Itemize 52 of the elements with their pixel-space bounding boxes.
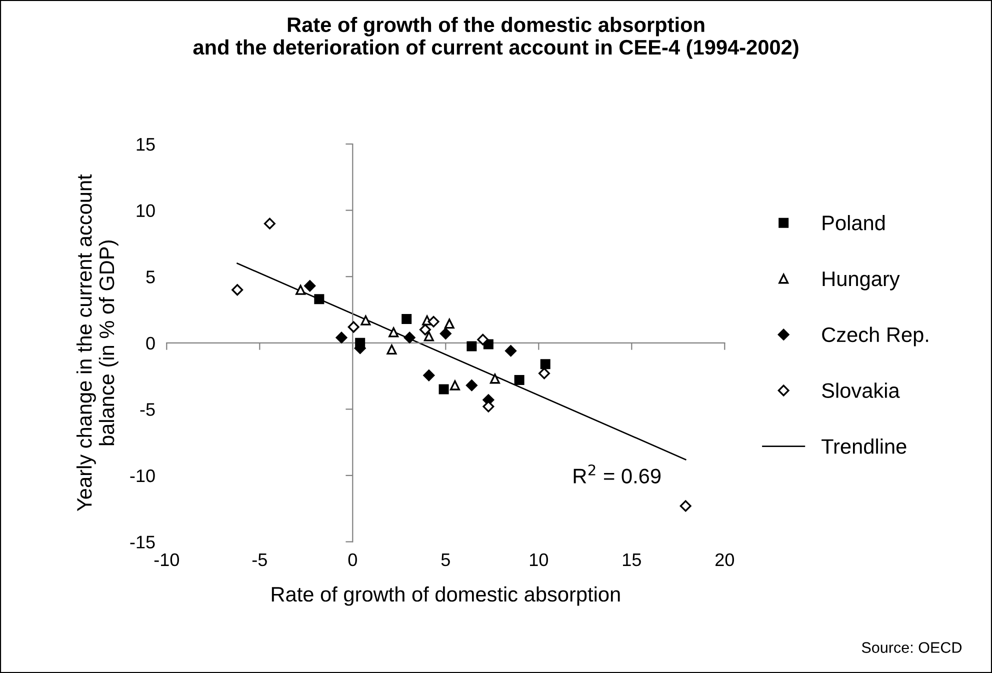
source-note: Source: OECD: [862, 642, 962, 653]
point: [440, 328, 452, 340]
point: [304, 280, 316, 292]
point: [438, 384, 449, 394]
x-tick-label: 20: [716, 553, 734, 566]
point: [505, 345, 516, 357]
point: [296, 284, 306, 295]
y-tick-label: -10: [130, 469, 155, 482]
point: [477, 334, 489, 346]
point: [264, 218, 276, 230]
x-tick-label: 0: [348, 553, 357, 566]
legend-label: Czech Rep.: [822, 326, 928, 346]
point: [386, 344, 397, 355]
legend-label: Trendline: [822, 438, 906, 454]
x-tick-label: 10: [530, 553, 548, 566]
point: [680, 500, 692, 512]
point: [466, 341, 477, 352]
annotation: R$^{2}$ = 0.69: [574, 464, 661, 484]
legend-label: Poland: [822, 215, 885, 230]
point: [424, 331, 434, 342]
point: [348, 321, 360, 333]
point: [388, 327, 399, 338]
point: [466, 380, 478, 392]
x-tick-label: 5: [441, 554, 450, 566]
y-tick-label: 15: [136, 138, 155, 151]
y-tick-label: -5: [140, 403, 155, 416]
y-tick-label: -15: [130, 536, 155, 548]
y-tick-label: 10: [136, 204, 155, 218]
point: [538, 368, 550, 380]
legend-label: Hungary: [822, 272, 900, 290]
point: [514, 375, 524, 386]
point: [402, 314, 412, 324]
point: [336, 332, 348, 344]
chart-title: Rate of growth of the domestic absorption and the deterioration of current account in CEE-4 (1994-2002): [193, 16, 798, 59]
point: [419, 324, 431, 336]
y-tick-label: 5: [146, 270, 155, 284]
x-tick-label: -5: [252, 554, 267, 566]
point: [540, 359, 550, 370]
point: [428, 316, 440, 328]
point: [490, 374, 500, 384]
x-tick-label: 15: [622, 554, 641, 566]
point: [444, 318, 454, 329]
x-axis-title: Rate of growth of domestic absorption: [272, 586, 620, 606]
point: [360, 315, 371, 326]
point: [423, 370, 435, 382]
point: [232, 284, 244, 296]
point: [314, 294, 324, 304]
y-tick-label: 0: [146, 336, 155, 350]
point: [450, 380, 460, 390]
legend-label: Slovakia: [822, 382, 900, 398]
point: [404, 332, 416, 344]
y-axis-title: Yearly change in the current account balance (in % of GDP): [76, 174, 118, 512]
